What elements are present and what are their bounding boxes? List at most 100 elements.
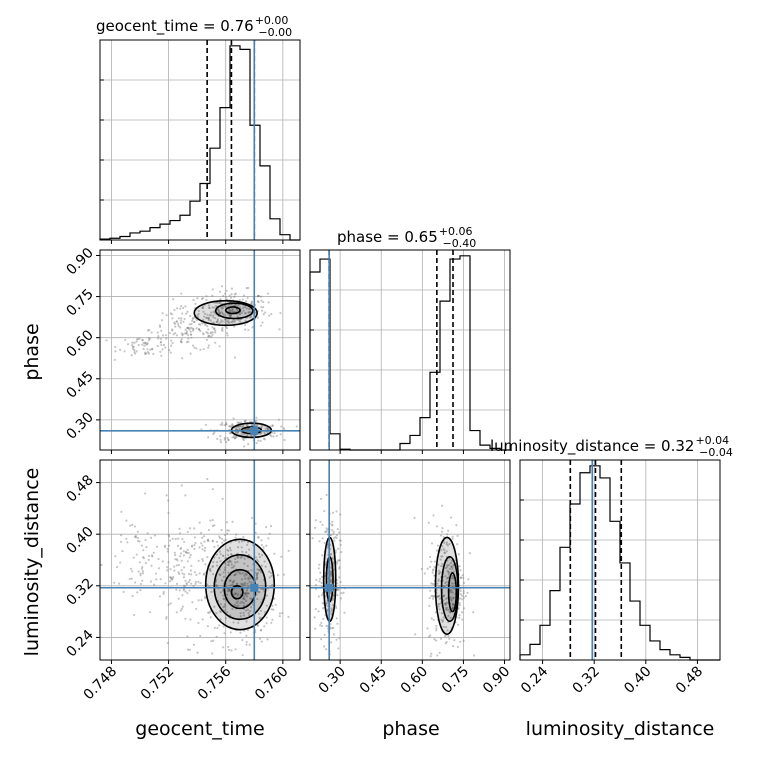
- scatter-geocent-time-phase-point: [219, 321, 222, 324]
- scatter-geocent-time-luminosity-distance-point: [219, 618, 222, 621]
- scatter-geocent-time-luminosity-distance-point: [270, 621, 273, 624]
- scatter-phase-luminosity-distance-point: [336, 547, 340, 550]
- scatter-geocent-time-phase-point: [259, 324, 263, 327]
- scatter-geocent-time-luminosity-distance-point: [240, 556, 243, 559]
- scatter-geocent-time-luminosity-distance-point: [223, 539, 226, 542]
- scatter-phase-luminosity-distance-point: [447, 563, 451, 567]
- scatter-geocent-time-luminosity-distance-point: [193, 536, 197, 539]
- scatter-geocent-time-luminosity-distance-point: [174, 537, 177, 541]
- scatter-geocent-time-luminosity-distance-point: [132, 556, 135, 559]
- scatter-geocent-time-phase-point: [245, 300, 248, 303]
- scatter-geocent-time-luminosity-distance-point: [202, 572, 206, 575]
- scatter-phase-luminosity-distance-point: [445, 597, 448, 600]
- scatter-geocent-time-luminosity-distance-point: [257, 569, 260, 572]
- scatter-geocent-time-luminosity-distance-point: [213, 545, 216, 548]
- scatter-geocent-time-phase-point: [272, 435, 275, 438]
- scatter-geocent-time-phase-point: [211, 294, 214, 297]
- scatter-geocent-time-luminosity-distance-point: [213, 626, 216, 629]
- scatter-geocent-time-phase-point: [216, 320, 219, 324]
- scatter-geocent-time-luminosity-distance-point: [228, 546, 232, 550]
- scatter-geocent-time-phase-point: [180, 319, 183, 322]
- scatter-phase-luminosity-distance-point: [462, 576, 465, 579]
- scatter-geocent-time-luminosity-distance-point: [204, 563, 207, 566]
- scatter-geocent-time-phase-point: [225, 327, 229, 330]
- scatter-phase-luminosity-distance-point: [433, 560, 437, 563]
- scatter-geocent-time-luminosity-distance-point: [100, 563, 103, 567]
- scatter-geocent-time-phase-point: [141, 339, 144, 342]
- scatter-geocent-time-phase-point: [225, 331, 229, 335]
- scatter-phase-luminosity-distance-point: [330, 578, 333, 581]
- scatter-geocent-time-phase-point: [159, 340, 163, 343]
- scatter-geocent-time-luminosity-distance-point: [142, 549, 145, 552]
- scatter-geocent-time-luminosity-distance-point: [218, 536, 222, 540]
- scatter-geocent-time-phase-point: [144, 341, 147, 344]
- scatter-phase-luminosity-distance-point: [444, 606, 448, 610]
- scatter-geocent-time-phase-point: [248, 316, 252, 319]
- scatter-geocent-time-luminosity-distance-point: [256, 568, 259, 571]
- scatter-phase-luminosity-distance-point: [460, 576, 463, 580]
- scatter-geocent-time-phase-point: [208, 306, 211, 309]
- scatter-geocent-time-phase-point: [196, 297, 199, 300]
- scatter-geocent-time-luminosity-distance-point: [245, 595, 249, 598]
- scatter-geocent-time-phase-point: [233, 293, 236, 296]
- scatter-geocent-time-luminosity-distance-point: [214, 667, 216, 669]
- scatter-geocent-time-phase-point: [212, 314, 215, 317]
- x-axis-label-phase: phase: [382, 718, 439, 740]
- scatter-phase-luminosity-distance-point: [436, 595, 440, 598]
- scatter-geocent-time-phase-point: [243, 312, 247, 315]
- scatter-phase-luminosity-distance-point: [329, 579, 332, 582]
- scatter-phase-luminosity-distance-point: [326, 608, 329, 612]
- scatter-geocent-time-luminosity-distance-point: [139, 572, 142, 575]
- scatter-phase-luminosity-distance-point: [321, 575, 324, 579]
- scatter-geocent-time-phase-point: [233, 325, 236, 328]
- scatter-geocent-time-phase-point: [227, 308, 231, 311]
- y-axis-label-phase: phase: [21, 323, 43, 380]
- scatter-geocent-time-luminosity-distance-point: [218, 573, 221, 576]
- scatter-geocent-time-luminosity-distance-point: [190, 545, 194, 548]
- scatter-geocent-time-luminosity-distance-point: [186, 551, 189, 554]
- scatter-geocent-time-luminosity-distance-point: [195, 607, 198, 611]
- scatter-geocent-time-luminosity-distance-point: [174, 558, 177, 561]
- scatter-geocent-time-luminosity-distance-point: [175, 564, 178, 567]
- scatter-geocent-time-phase-point: [271, 425, 274, 428]
- scatter-geocent-time-luminosity-distance-point: [186, 530, 189, 534]
- scatter-phase-luminosity-distance-point: [325, 602, 328, 605]
- scatter-geocent-time-luminosity-distance-point: [246, 564, 249, 568]
- scatter-phase-luminosity-distance-point: [430, 652, 433, 655]
- scatter-geocent-time-phase-point: [227, 438, 230, 442]
- scatter-geocent-time-phase-point: [158, 325, 162, 328]
- scatter-phase-luminosity-distance-point: [324, 648, 328, 651]
- scatter-geocent-time-phase-ytick-label-0: 0.30: [63, 409, 96, 442]
- scatter-geocent-time-luminosity-distance-point: [266, 638, 269, 641]
- scatter-geocent-time-phase-point: [256, 300, 260, 303]
- scatter-geocent-time-luminosity-distance-point: [153, 534, 157, 537]
- scatter-geocent-time-luminosity-distance-point: [186, 635, 189, 638]
- scatter-geocent-time-phase-point: [233, 319, 237, 322]
- scatter-phase-luminosity-distance-point: [452, 596, 455, 599]
- scatter-geocent-time-luminosity-distance-point: [164, 582, 167, 585]
- scatter-geocent-time-luminosity-distance-point: [265, 616, 268, 619]
- scatter-geocent-time-luminosity-distance-point: [227, 549, 230, 552]
- scatter-geocent-time-luminosity-distance-point: [215, 540, 218, 543]
- scatter-geocent-time-phase-point: [187, 334, 190, 337]
- scatter-geocent-time-luminosity-distance-point: [215, 583, 218, 587]
- scatter-geocent-time-luminosity-distance-point: [140, 567, 143, 570]
- scatter-geocent-time-luminosity-distance-point: [243, 574, 246, 577]
- scatter-geocent-time-phase-point: [243, 420, 247, 423]
- scatter-geocent-time-luminosity-distance-point: [221, 497, 224, 500]
- scatter-phase-luminosity-distance-point: [464, 594, 467, 598]
- scatter-phase-luminosity-distance-point: [442, 547, 445, 550]
- scatter-geocent-time-luminosity-distance-point: [179, 546, 183, 550]
- scatter-geocent-time-luminosity-distance-point: [203, 540, 206, 543]
- scatter-geocent-time-luminosity-distance-point: [223, 632, 226, 635]
- scatter-geocent-time-luminosity-distance-point: [244, 573, 247, 576]
- scatter-phase-luminosity-distance-point: [435, 525, 439, 528]
- scatter-geocent-time-phase-point: [213, 327, 216, 330]
- scatter-geocent-time-luminosity-distance-point: [173, 551, 176, 554]
- scatter-geocent-time-luminosity-distance-point: [223, 568, 226, 571]
- scatter-geocent-time-phase-point: [186, 326, 189, 330]
- scatter-geocent-time-luminosity-distance-point: [265, 594, 269, 597]
- scatter-phase-luminosity-distance-point: [436, 595, 439, 599]
- scatter-phase-luminosity-distance-point: [334, 549, 337, 552]
- scatter-geocent-time-phase-point: [206, 325, 209, 328]
